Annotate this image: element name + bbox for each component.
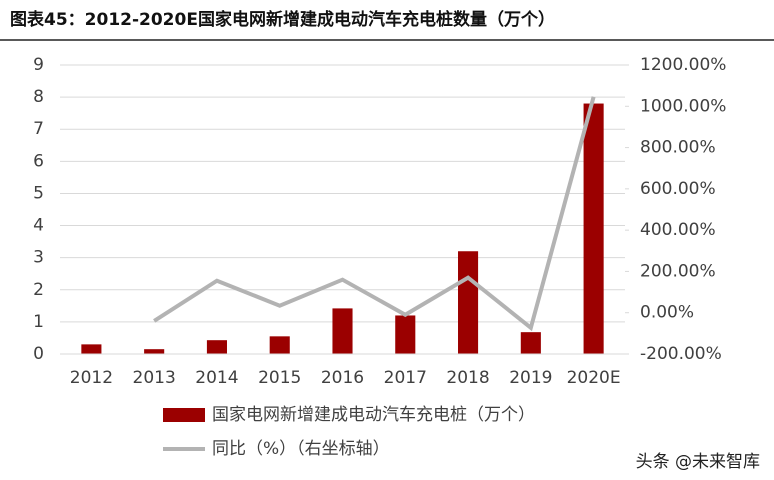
x-tick-label: 2019 bbox=[509, 368, 552, 388]
y-tick-label: 1 bbox=[33, 312, 44, 332]
y-tick-label: 4 bbox=[33, 216, 44, 236]
y2-tick-label: 800.00% bbox=[640, 138, 716, 158]
x-tick-label: 2012 bbox=[70, 368, 113, 388]
y2-tick-label: 0.00% bbox=[640, 303, 694, 323]
x-tick-label: 2015 bbox=[258, 368, 301, 388]
y-tick-label: 3 bbox=[33, 248, 44, 268]
bar bbox=[206, 340, 227, 354]
y-tick-label: 0 bbox=[33, 344, 44, 364]
y2-tick-label: 400.00% bbox=[640, 220, 716, 240]
x-tick-label: 2017 bbox=[384, 368, 427, 388]
line bbox=[153, 96, 596, 332]
legend-label: 同比（%）（右坐标轴） bbox=[212, 439, 390, 459]
y2-tick-label: 600.00% bbox=[640, 179, 716, 199]
bar bbox=[332, 308, 353, 354]
bar bbox=[81, 344, 102, 354]
x-tick-label: 2018 bbox=[446, 368, 489, 388]
bar bbox=[395, 315, 416, 354]
legend-swatch bbox=[163, 408, 205, 422]
bar bbox=[583, 103, 604, 355]
y-tick-label: 6 bbox=[33, 151, 44, 171]
y-tick-label: 8 bbox=[33, 87, 44, 107]
x-tick-label: 2020E bbox=[567, 368, 621, 388]
bar bbox=[269, 336, 290, 354]
legend-label: 国家电网新增建成电动汽车充电桩（万个） bbox=[212, 405, 535, 425]
y-tick-label: 7 bbox=[33, 119, 44, 139]
y-tick-label: 2 bbox=[33, 280, 44, 300]
x-tick-label: 2016 bbox=[321, 368, 364, 388]
y2-tick-label: 1200.00% bbox=[640, 55, 726, 75]
watermark: 头条 @未来智库 bbox=[636, 452, 760, 472]
chart-title: 图表45：2012-2020E国家电网新增建成电动汽车充电桩数量（万个） bbox=[10, 9, 555, 30]
y-tick-label: 9 bbox=[33, 55, 44, 75]
x-tick-label: 2014 bbox=[195, 368, 238, 388]
y2-tick-label: 1000.00% bbox=[640, 96, 726, 116]
y2-tick-label: -200.00% bbox=[640, 344, 722, 364]
bar bbox=[458, 251, 479, 354]
y-tick-label: 5 bbox=[33, 183, 44, 203]
bar bbox=[144, 349, 165, 354]
y2-tick-label: 200.00% bbox=[640, 261, 716, 281]
x-tick-label: 2013 bbox=[133, 368, 176, 388]
bar bbox=[520, 332, 541, 354]
